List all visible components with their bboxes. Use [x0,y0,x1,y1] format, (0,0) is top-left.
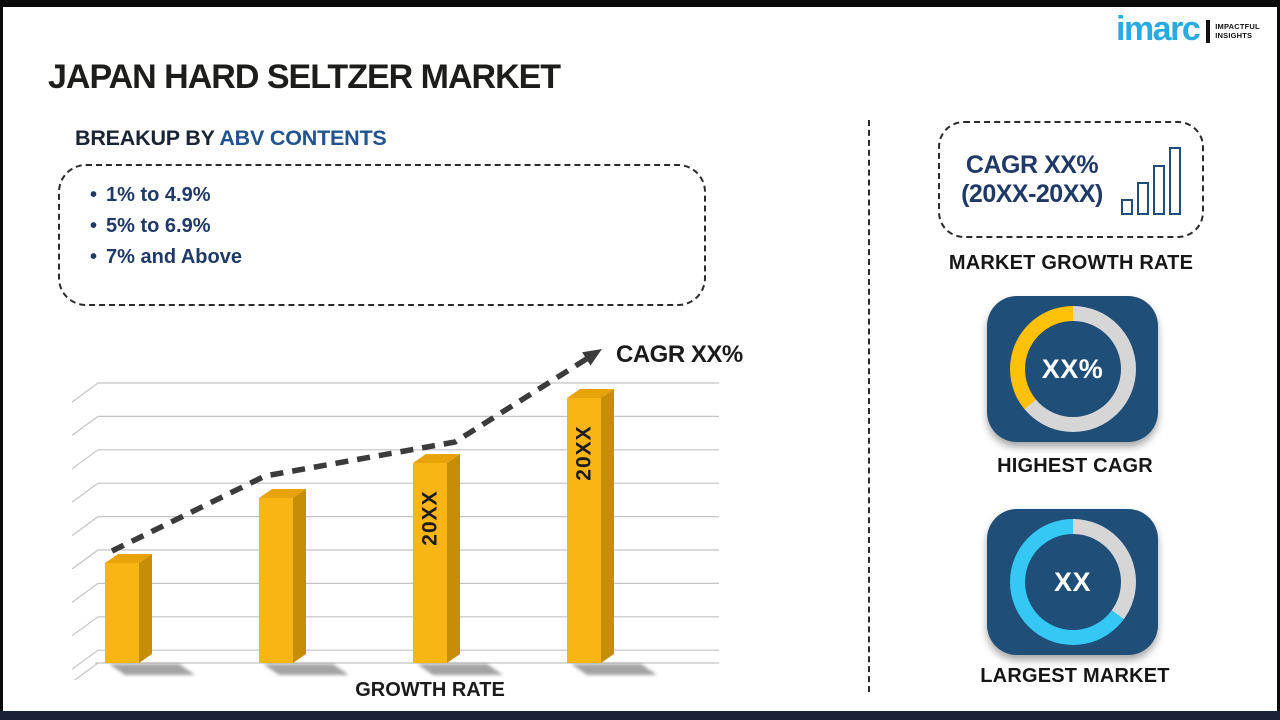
logo-tagline-line1: IMPACTFUL [1215,22,1260,31]
trend-arrow [110,349,602,554]
abv-list-item: 1% to 4.9% [90,180,704,211]
logo-divider-bar [1206,19,1211,43]
highest-cagr-donut-hole: XX% [1024,321,1121,417]
largest-market-caption: LARGEST MARKET [980,665,1170,687]
abv-list-item: 5% to 6.9% [90,211,704,242]
highest-cagr-value: XX% [1041,353,1104,384]
bar-year-label: 20XX [573,425,596,480]
largest-market-tile: XX [987,509,1158,655]
imarc-logo-text: imarc [1116,10,1201,48]
imarc-logo: imarc IMPACTFUL INSIGHTS [1116,12,1260,46]
abv-contents-box: 1% to 4.9%5% to 6.9%7% and Above [58,164,706,306]
bar-2 [259,498,293,663]
bar-year-label: 20XX [419,490,442,545]
bar-4 [567,398,601,663]
cagr-period-line: (20XX-20XX) [961,179,1103,208]
chart-grid-and-bars: 20XX 20XX [71,382,719,680]
highest-cagr-caption: HIGHEST CAGR [997,455,1153,477]
top-border [0,0,1280,7]
logo-tagline-line2: INSIGHTS [1215,31,1253,40]
breakup-heading: BREAKUP BY ABV CONTENTS [75,126,387,151]
chart-xaxis-label: GROWTH RATE [355,679,505,701]
cagr-trend-annotation: CAGR XX% [616,341,743,368]
cagr-value-line: CAGR XX% [965,150,1099,179]
breakup-heading-highlight: ABV CONTENTS [219,126,387,150]
section-divider [868,120,870,692]
cagr-period-text: CAGR XX% (20XX-20XX) [961,151,1103,209]
largest-market-value: XX [1053,566,1092,597]
abv-contents-list: 1% to 4.9%5% to 6.9%7% and Above [60,180,704,273]
largest-market-donut-hole: XX [1024,534,1121,630]
market-growth-rate-caption: MARKET GROWTH RATE [948,252,1194,274]
growth-bars-icon-bar [1120,198,1133,215]
growth-bars-icon-bar [1152,164,1165,215]
abv-list-item: 7% and Above [90,242,704,273]
footer-bar [0,711,1280,720]
highest-cagr-tile: XX% [987,296,1158,442]
cagr-period-box: CAGR XX% (20XX-20XX) [938,121,1204,238]
growth-rate-bar-chart: 20XX 20XX [71,349,719,680]
right-border [1277,0,1280,720]
growth-bars-icon-bar [1168,146,1181,215]
breakup-heading-prefix: BREAKUP BY [75,126,220,150]
page-title: JAPAN HARD SELTZER MARKET [48,58,561,96]
left-border [0,0,3,720]
logo-tagline: IMPACTFUL INSIGHTS [1215,22,1260,40]
bar-1 [105,563,139,663]
growth-bars-icon [1117,145,1181,215]
largest-market-donut-chart: XX [1009,519,1136,645]
highest-cagr-donut-chart: XX% [1009,306,1136,432]
growth-bars-icon-bar [1136,181,1149,215]
bar-3 [413,463,447,663]
